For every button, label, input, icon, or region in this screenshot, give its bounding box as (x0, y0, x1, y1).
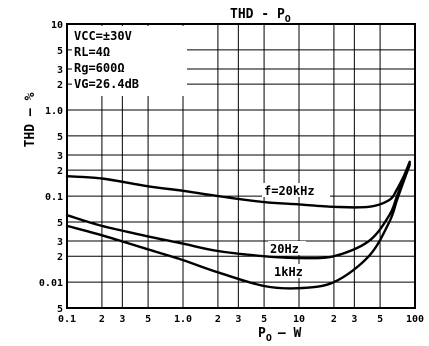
label-bg-20hz (268, 241, 306, 255)
y-tick-label: 3 (57, 237, 63, 248)
x-tick-label: 0.1 (58, 314, 76, 325)
data-curves (65, 160, 411, 290)
x-tick-label: 100 (406, 314, 424, 325)
x-axis-label: PO — W (258, 326, 302, 344)
y-tick-label: 3 (57, 65, 63, 76)
y-tick-label: 10 (51, 20, 63, 31)
condition-rg: Rg=600Ω (74, 61, 125, 75)
series-label-20hz: 20Hz (270, 242, 299, 256)
y-tick-label: 2 (57, 252, 63, 263)
series-line-20hz (65, 162, 411, 260)
chart-title: THD - PO (230, 7, 291, 25)
x-tick-label: 3 (235, 314, 241, 325)
y-tick-label: 1.0 (45, 106, 63, 117)
x-tick-label: 5 (261, 314, 267, 325)
label-bg-1khz (272, 264, 310, 278)
y-tick-label: 5 (57, 218, 63, 229)
y-tick-label: 5 (57, 132, 63, 143)
condition-vcc: VCC=±30V (74, 29, 132, 43)
y-axis-label: THD – % (23, 92, 38, 147)
chart-title-subscript: O (285, 14, 291, 25)
condition-vg: VG=26.4dB (74, 77, 139, 91)
series-line-1khz (65, 163, 411, 290)
x-axis-unit: — W (278, 326, 302, 341)
plot-frame (66, 23, 416, 309)
x-tick-label: 2 (99, 314, 105, 325)
y-tick-label: 5 (57, 46, 63, 57)
y-tick-label: 0.1 (45, 192, 63, 203)
tick-labels: 0.1 2 3 5 1.0 2 3 5 10 2 3 5 100105321.05320.15320.0… (39, 20, 424, 325)
series-label-1khz: 1kHz (274, 265, 303, 279)
condition-rl: RL=4Ω (74, 45, 110, 59)
y-tick-label: 2 (57, 80, 63, 91)
x-axis-label-subscript: O (266, 333, 272, 344)
x-tick-label: 10 (293, 314, 305, 325)
x-tick-label: 3 (119, 314, 125, 325)
series-line-20khz (65, 160, 411, 209)
x-tick-label: 2 (215, 314, 221, 325)
conditions-background (72, 26, 187, 96)
y-tick-label: 3 (57, 151, 63, 162)
x-tick-label: 1.0 (174, 314, 192, 325)
x-tick-label: 2 (331, 314, 337, 325)
x-tick-label: 5 (145, 314, 151, 325)
series-label-20khz: f=20kHz (264, 184, 315, 198)
x-tick-label: 3 (351, 314, 357, 325)
y-tick-label: 5 (57, 304, 63, 315)
test-conditions: VCC=±30V RL=4Ω Rg=600Ω VG=26.4dB (72, 26, 187, 96)
y-tick-label: 2 (57, 166, 63, 177)
x-tick-label: 5 (377, 314, 383, 325)
label-bg-20khz (262, 183, 330, 197)
y-tick-label: 0.01 (39, 278, 63, 289)
